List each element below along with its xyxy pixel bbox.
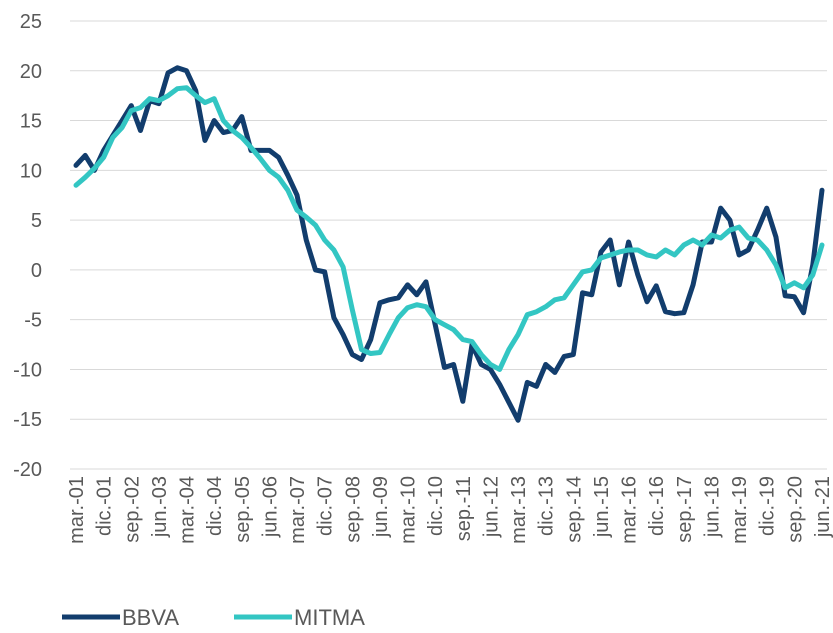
x-tick-label: jun.-18 [701, 476, 723, 538]
x-tick-label: sep.-20 [784, 476, 806, 543]
y-tick-label: -15 [13, 409, 42, 431]
y-tick-label: 5 [31, 210, 42, 232]
y-tick-label: 0 [31, 260, 42, 282]
x-tick-label: jun.-03 [149, 476, 171, 538]
x-tick-label: mar.-13 [508, 476, 530, 544]
y-tick-label: 20 [20, 61, 42, 83]
x-tick-label: jun.-09 [370, 476, 392, 538]
x-tick-label: sep.-17 [674, 476, 696, 543]
y-tick-label: 10 [20, 160, 42, 182]
x-tick-label: sep.-14 [563, 476, 585, 543]
y-tick-label: 15 [20, 111, 42, 133]
x-tick-label: dic.-10 [425, 476, 447, 536]
line-series [73, 85, 825, 372]
legend-label: MITMA [294, 605, 365, 628]
y-tick-label: -10 [13, 359, 42, 381]
x-tick-label: sep.-02 [121, 476, 143, 543]
x-tick-label: mar.-10 [398, 476, 420, 544]
x-tick-label: jun.-15 [591, 476, 613, 538]
x-tick-label: dic.-07 [315, 476, 337, 536]
x-tick-label: dic.-16 [646, 476, 668, 536]
x-tick-label: dic.-01 [94, 476, 116, 536]
x-tick-label: dic.-19 [757, 476, 779, 536]
x-tick-label: sep.-08 [342, 476, 364, 543]
x-tick-label: sep.-11 [453, 476, 475, 541]
x-tick-label: mar.-01 [66, 476, 88, 544]
x-tick-label: mar.-07 [287, 476, 309, 544]
x-tick-label: dic.-13 [536, 476, 558, 536]
x-tick-label: mar.-19 [729, 476, 751, 544]
x-tick-label: jun.-12 [480, 476, 502, 538]
x-tick-label: jun.-06 [259, 476, 281, 538]
y-tick-label: -5 [24, 310, 42, 332]
y-tick-label: 25 [20, 11, 42, 33]
x-tick-label: mar.-04 [177, 476, 199, 544]
y-tick-label: -20 [13, 459, 42, 481]
x-tick-label: dic.-04 [204, 476, 226, 536]
x-tick-label: jun.-21 [812, 476, 833, 538]
line-series [73, 65, 825, 423]
x-tick-label: sep.-05 [232, 476, 254, 543]
legend-label: BBVA [122, 605, 179, 628]
x-tick-label: mar.-16 [619, 476, 641, 544]
